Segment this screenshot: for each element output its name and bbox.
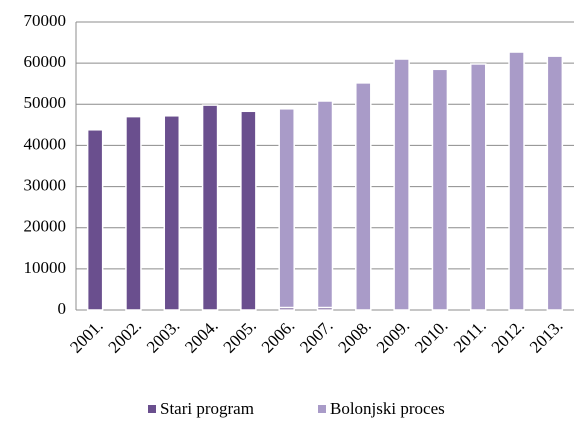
bar [125, 115, 142, 311]
x-tick-label: 2005. [219, 316, 259, 356]
bar [240, 110, 257, 311]
legend-swatch [148, 405, 156, 413]
bar [469, 63, 487, 311]
y-tick-label: 50000 [24, 93, 67, 112]
y-tick-label: 40000 [24, 134, 67, 153]
y-tick-label: 30000 [24, 175, 67, 194]
x-tick-label: 2011. [450, 316, 490, 356]
bar [278, 108, 295, 309]
legend-swatch [318, 405, 326, 413]
bar [431, 68, 449, 311]
bar [163, 115, 181, 311]
x-tick-label: 2003. [143, 316, 183, 356]
y-tick-label: 0 [58, 299, 67, 318]
bar [393, 58, 410, 311]
bar [546, 55, 564, 311]
x-tick-label: 2008. [334, 316, 374, 356]
y-tick-label: 70000 [24, 11, 67, 30]
y-tick-label: 10000 [24, 258, 67, 277]
x-tick-label: 2007. [296, 316, 336, 356]
legend-label: Bolonjski proces [330, 399, 445, 418]
bar [508, 51, 525, 311]
x-tick-label: 2004. [181, 316, 221, 356]
y-tick-label: 20000 [24, 217, 67, 236]
bar [86, 129, 104, 311]
bar [201, 104, 219, 311]
bar [316, 100, 334, 309]
x-tick-label: 2010. [411, 316, 451, 356]
legend-label: Stari program [160, 399, 254, 418]
x-tick-label: 2001. [66, 316, 106, 356]
x-tick-label: 2006. [258, 316, 298, 356]
x-tick-label: 2013. [526, 316, 566, 356]
x-tick-label: 2009. [373, 316, 413, 356]
bar [355, 82, 372, 311]
x-tick-label: 2002. [105, 316, 145, 356]
x-tick-label: 2012. [488, 316, 528, 356]
y-tick-label: 60000 [24, 52, 67, 71]
